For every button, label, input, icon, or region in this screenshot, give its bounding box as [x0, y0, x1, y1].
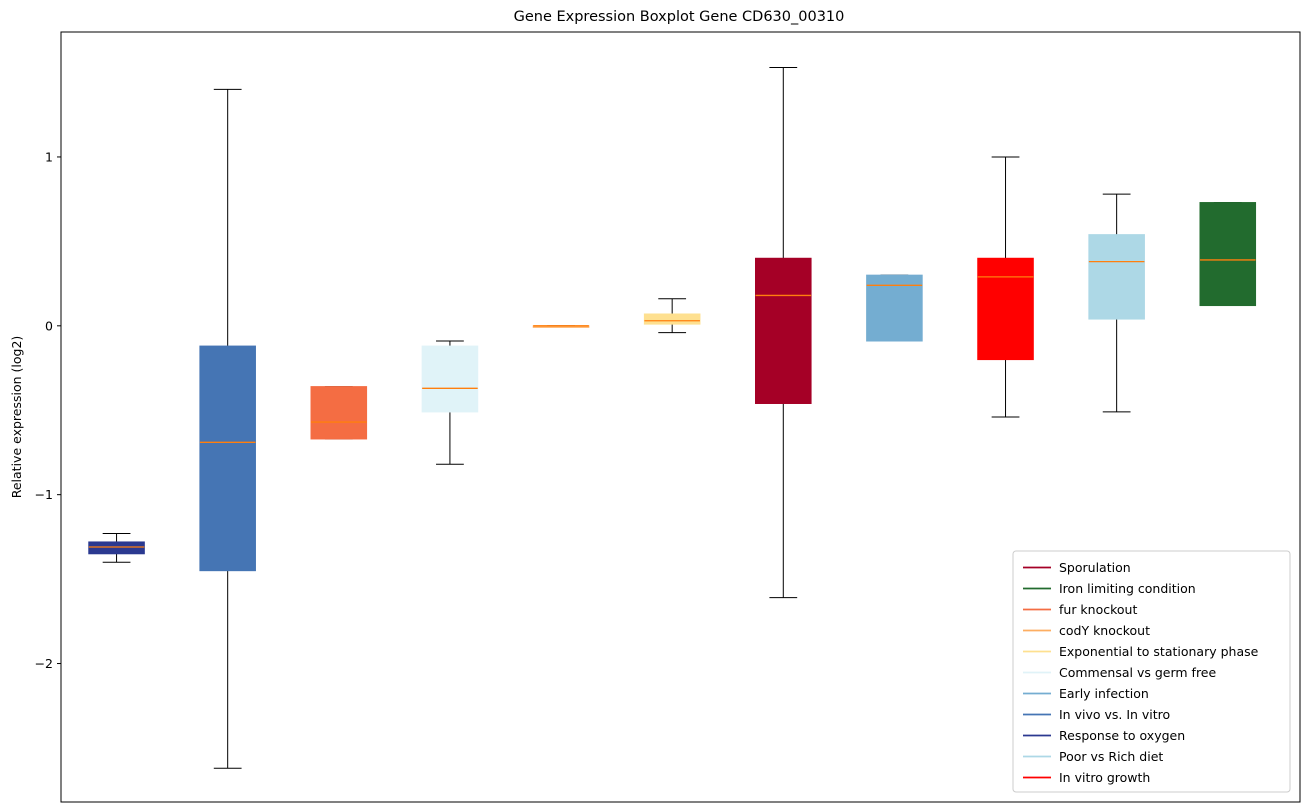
legend-entry: codY knockout [1023, 623, 1150, 638]
y-axis-label: Relative expression (log2) [9, 336, 24, 499]
legend-label: Poor vs Rich diet [1059, 749, 1163, 764]
box-body [755, 257, 812, 404]
y-tick-label: 0 [45, 318, 53, 333]
chart-title: Gene Expression Boxplot Gene CD630_00310 [514, 9, 845, 25]
box-group [643, 298, 701, 334]
legend-label: Exponential to stationary phase [1059, 644, 1259, 659]
box-group [1088, 193, 1145, 413]
legend-label: Early infection [1059, 686, 1149, 701]
box-body [199, 345, 256, 572]
box-body [421, 345, 479, 413]
legend-entry: In vitro growth [1023, 770, 1150, 785]
legend-label: In vivo vs. In vitro [1059, 707, 1170, 722]
box-group [755, 66, 812, 599]
y-tick-label: 1 [45, 149, 53, 164]
legend-entry: fur knockout [1023, 602, 1137, 617]
box-group [88, 533, 145, 563]
legend-label: Iron limiting condition [1059, 581, 1196, 596]
box-group [532, 325, 590, 328]
box-group [310, 386, 368, 440]
legend-box [1012, 550, 1291, 793]
legend-entry: Poor vs Rich diet [1023, 749, 1163, 764]
box-body [977, 257, 1034, 361]
boxes-layer [88, 66, 1257, 769]
legend: Sporulation Iron limiting condition fur kn… [1012, 550, 1291, 793]
plot-frame [60, 31, 1301, 803]
legend-entry: Commensal vs germ free [1023, 665, 1216, 680]
box-body [1088, 234, 1145, 320]
legend-label: codY knockout [1059, 623, 1150, 638]
box-body [88, 541, 145, 555]
box-group [421, 340, 479, 465]
box-group [977, 156, 1034, 418]
y-axis-ticks: −2 −1 0 1 [35, 149, 61, 671]
legend-entry: Early infection [1023, 686, 1149, 701]
legend-label: In vitro growth [1059, 770, 1150, 785]
legend-entry: Response to oxygen [1023, 728, 1185, 743]
legend-entry: In vivo vs. In vitro [1023, 707, 1170, 722]
legend-label: Response to oxygen [1059, 728, 1185, 743]
legend-entry: Iron limiting condition [1023, 581, 1196, 596]
legend-entry: Exponential to stationary phase [1023, 644, 1259, 659]
box-group [199, 88, 256, 769]
legend-label: Commensal vs germ free [1059, 665, 1216, 680]
y-tick-label: −2 [35, 656, 53, 671]
legend-entry: Sporulation [1023, 560, 1131, 575]
box-body [310, 386, 368, 440]
box-body [643, 313, 701, 325]
legend-label: fur knockout [1059, 602, 1137, 617]
box-group [1199, 202, 1257, 307]
box-body [1199, 202, 1257, 307]
box-body [866, 274, 923, 342]
box-group [866, 274, 923, 342]
y-tick-label: −1 [35, 487, 53, 502]
legend-label: Sporulation [1059, 560, 1131, 575]
